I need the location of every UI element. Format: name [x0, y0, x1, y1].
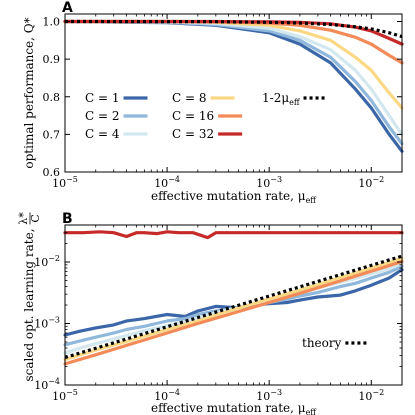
- y-axis-label: scaled opt. learning rate, λ* C: [17, 212, 42, 382]
- x-axis-label: effective mutation rate, μeff: [151, 401, 317, 415]
- x-tick-label: 10−2: [358, 175, 384, 190]
- x-tick-label: 10−5: [52, 175, 78, 190]
- x-axis-label: effective mutation rate, μeff: [151, 189, 317, 205]
- series-line: [63, 230, 404, 240]
- y-axis-label: optimal performance, Q*: [22, 17, 36, 168]
- x-tick-label: 10−2: [358, 388, 384, 403]
- panel-a: 10−5 10−4 10−3 10−2 0.6 0.7 0.8 0.9 1.0Aeffectiv…: [22, 0, 404, 205]
- y-tick-label: 1.0: [43, 16, 61, 29]
- y-tick-label: 10−4: [34, 377, 60, 392]
- legend-label: C = 1: [85, 91, 120, 105]
- legend-label: C = 2: [85, 109, 120, 123]
- legend: C = 1 C = 2 C = 4 C = 8 C = 16 C = 32 1-2μeff: [85, 91, 328, 141]
- x-tick-label: 10−3: [256, 388, 282, 403]
- series-line: [63, 259, 404, 366]
- legend-label: C = 4: [85, 127, 120, 141]
- legend-label: 1-2μeff: [262, 91, 301, 107]
- x-tick-label: 10−5: [52, 388, 78, 403]
- plot-frame: [64, 224, 403, 386]
- legend: theory: [302, 336, 370, 350]
- y-tick-label: 10−3: [34, 316, 60, 331]
- y-tick-label: 0.9: [43, 53, 61, 66]
- y-tick-label: 0.8: [43, 91, 61, 104]
- series-line: [64, 19, 403, 39]
- x-tick-label: 10−4: [154, 388, 180, 403]
- x-tick-label: 10−4: [154, 175, 180, 190]
- y-axis-label-denominator: C: [29, 214, 42, 222]
- legend-label: theory: [302, 336, 342, 350]
- panel-label: A: [62, 0, 73, 16]
- x-tick-label: 10−3: [256, 175, 282, 190]
- y-tick-label: 10−2: [34, 254, 60, 269]
- legend-label: C = 32: [172, 127, 214, 141]
- y-tick-label: 0.6: [43, 166, 61, 179]
- y-tick-label: 0.7: [43, 128, 61, 141]
- plot-frame: [64, 13, 403, 173]
- legend-label: C = 16: [172, 109, 214, 123]
- legend-label: C = 8: [172, 91, 207, 105]
- series-line: [64, 254, 403, 360]
- panel-label: B: [62, 211, 73, 227]
- y-axis-label-text: scaled opt. learning rate,: [22, 228, 36, 381]
- y-axis-label-numerator: λ*: [17, 212, 30, 225]
- series-line: [63, 256, 404, 362]
